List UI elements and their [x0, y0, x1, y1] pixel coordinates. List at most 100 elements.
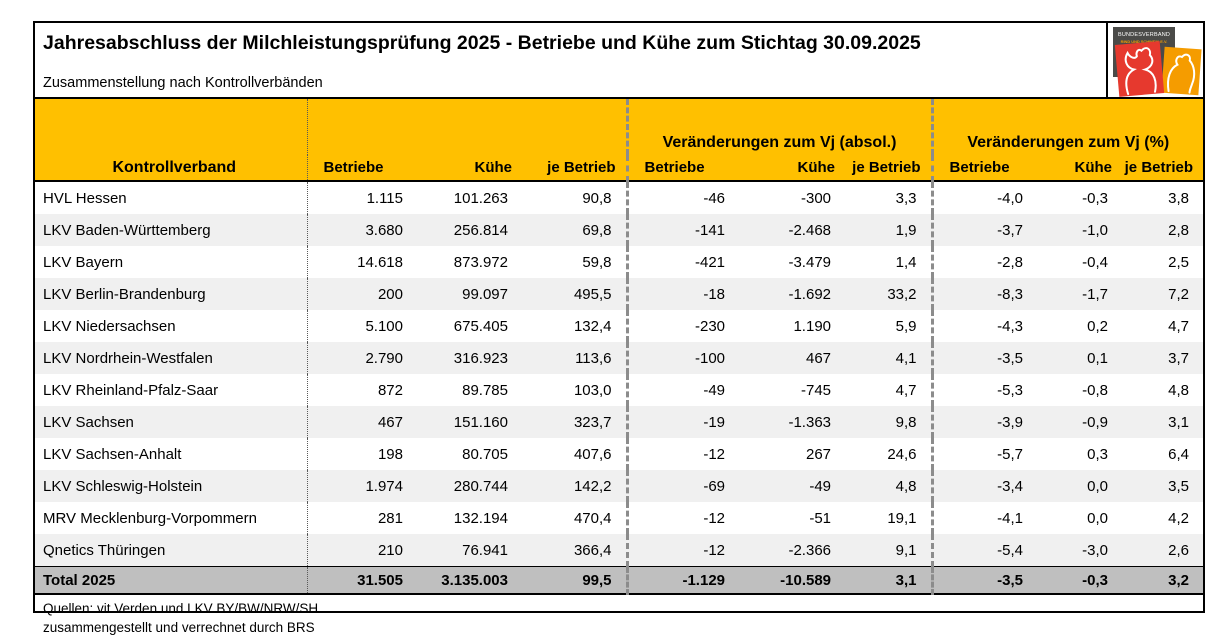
cell: 14.618 — [306, 246, 417, 278]
cell: 69,8 — [522, 214, 628, 246]
subheader-betriebe: Betriebe — [930, 155, 1038, 182]
cell: 89.785 — [462, 381, 508, 399]
cell: 0,1 — [1037, 342, 1123, 374]
group-header-change-absolute: Veränderungen zum Vj (absol.) — [625, 99, 933, 155]
cell: 99.097 — [417, 278, 522, 310]
cell: -0,3 — [1082, 189, 1109, 207]
cell: -18 — [625, 278, 740, 310]
cell: -3,4 — [930, 470, 1038, 502]
cell: 2,6 — [1122, 534, 1203, 567]
subheader-kuehe: Kühe — [739, 155, 846, 182]
total-cell: -10.589 — [739, 566, 846, 595]
cell: 6,4 — [1168, 445, 1189, 463]
cell: -0,8 — [1082, 381, 1109, 399]
cell: -5,4 — [930, 534, 1038, 567]
cell: 872 — [306, 374, 417, 406]
cell: 4,8 — [1168, 381, 1189, 399]
cell: -5,3 — [930, 374, 1038, 406]
cell: 267 — [805, 445, 832, 463]
subheader-betriebe: Betriebe — [625, 155, 740, 182]
pig-icon — [1161, 46, 1202, 96]
cell: -12 — [625, 502, 740, 534]
cell: 132,4 — [573, 317, 612, 335]
title-bar: Jahresabschluss der Milchleistungsprüfun… — [35, 23, 1203, 99]
cell: 0,2 — [1087, 317, 1109, 335]
table-row: LKV Sachsen 467 151.160 323,7 -19 -1.363 9,8 -3… — [35, 406, 1203, 438]
total-cell: 31.505 — [306, 566, 417, 595]
table-row: MRV Mecklenburg-Vorpommern 281 132.194 470,… — [35, 502, 1203, 534]
cell: -51 — [809, 509, 832, 527]
cell: 281 — [306, 502, 417, 534]
cow-icon — [1114, 41, 1165, 97]
total-cell: 3.135.003 — [417, 566, 522, 595]
cell: 1.974 — [306, 470, 417, 502]
cell: 4,7 — [1168, 317, 1189, 335]
table-header: Kontrollverband Veränderungen zum Vj (ab… — [35, 99, 1203, 182]
cell: 59,8 — [582, 253, 612, 271]
cell: 0,0 — [1037, 470, 1123, 502]
row-label: LKV Baden-Württemberg — [35, 214, 307, 246]
table-row: Qnetics Thüringen 210 76.941 366,4 -12 -2.366… — [35, 534, 1203, 567]
group-header-current — [306, 99, 628, 155]
total-label: Total 2025 — [35, 566, 307, 595]
cell: 113,6 — [522, 342, 628, 374]
cell: -3,7 — [930, 214, 1038, 246]
cell: 142,2 — [522, 470, 628, 502]
cell: -8,3 — [930, 278, 1038, 310]
cell: -2.366 — [739, 534, 846, 567]
cell: 9,1 — [845, 534, 933, 567]
cell: -12 — [625, 534, 740, 567]
row-label: MRV Mecklenburg-Vorpommern — [43, 509, 257, 527]
table-row: HVL Hessen 1.115 101.263 90,8 -46 -300 3,3 -4,0… — [35, 181, 1203, 214]
cell: 407,6 — [573, 445, 612, 463]
cell: -3,9 — [930, 406, 1038, 438]
cell: 3,5 — [1122, 470, 1203, 502]
source-line-2: zusammengestellt und verrechnet durch BR… — [43, 620, 315, 635]
table-row: LKV Niedersachsen 5.100 675.405 132,4 -230 1.… — [35, 310, 1203, 342]
cell: -2.468 — [739, 214, 846, 246]
cell: 5.100 — [306, 310, 417, 342]
table-row: LKV Nordrhein-Westfalen 2.790 316.923 113,6… — [35, 342, 1203, 374]
cell: 210 — [306, 534, 417, 567]
cell: 3.680 — [306, 214, 417, 246]
cell: 0,3 — [1087, 445, 1109, 463]
cell: 3,8 — [1168, 189, 1189, 207]
cell: 467 — [739, 342, 846, 374]
title-block: Jahresabschluss der Milchleistungsprüfun… — [35, 23, 1106, 97]
row-label: Qnetics Thüringen — [35, 534, 307, 567]
table-row: LKV Schleswig-Holstein 1.974 280.744 142,2-… — [35, 470, 1203, 502]
cell: 3,7 — [1122, 342, 1203, 374]
total-cell: -3,5 — [930, 566, 1038, 595]
cell: 2.790 — [306, 342, 417, 374]
subheader-je-betrieb: je Betrieb — [1122, 155, 1203, 182]
row-label: LKV Sachsen-Anhalt — [43, 445, 182, 463]
cell: 103,0 — [573, 381, 612, 399]
subheader-je-betrieb: je Betrieb — [845, 155, 933, 182]
cell: 4,7 — [895, 381, 917, 399]
cell: -19 — [625, 406, 740, 438]
row-label: LKV Bayern — [43, 253, 124, 271]
cell: -3.479 — [788, 253, 832, 271]
cell: 101.263 — [453, 189, 508, 207]
cell: -2,8 — [930, 246, 1038, 278]
cell: -46 — [625, 181, 740, 214]
table-row: LKV Sachsen-Anhalt 198 80.705 407,6 -12 267 24… — [35, 438, 1203, 470]
table-total: Total 2025 31.505 3.135.003 99,5 -1.129 … — [35, 566, 1203, 595]
cell: 0,0 — [1087, 509, 1109, 527]
cell: -49 — [739, 470, 846, 502]
cell: 76.941 — [417, 534, 522, 567]
total-cell: -0,3 — [1037, 566, 1123, 595]
table-row: LKV Rheinland-Pfalz-Saar 872 89.785 103,0 -4… — [35, 374, 1203, 406]
table-row: LKV Berlin-Brandenburg 200 99.097 495,5 -18-… — [35, 278, 1203, 310]
total-cell: 3,1 — [845, 566, 933, 595]
cell: 9,8 — [845, 406, 933, 438]
subheader-kuehe: Kühe — [1037, 155, 1123, 182]
source-line-1: Quellen: vit Verden und LKV BY/BW/NRW/SH — [43, 601, 319, 616]
row-label: LKV Schleswig-Holstein — [35, 470, 307, 502]
cell: -1.692 — [739, 278, 846, 310]
cell: 256.814 — [417, 214, 522, 246]
subheader-je-betrieb: je Betrieb — [522, 155, 628, 182]
cell: 200 — [306, 278, 417, 310]
cell: 151.160 — [417, 406, 522, 438]
subheader-betriebe: Betriebe — [306, 155, 417, 182]
